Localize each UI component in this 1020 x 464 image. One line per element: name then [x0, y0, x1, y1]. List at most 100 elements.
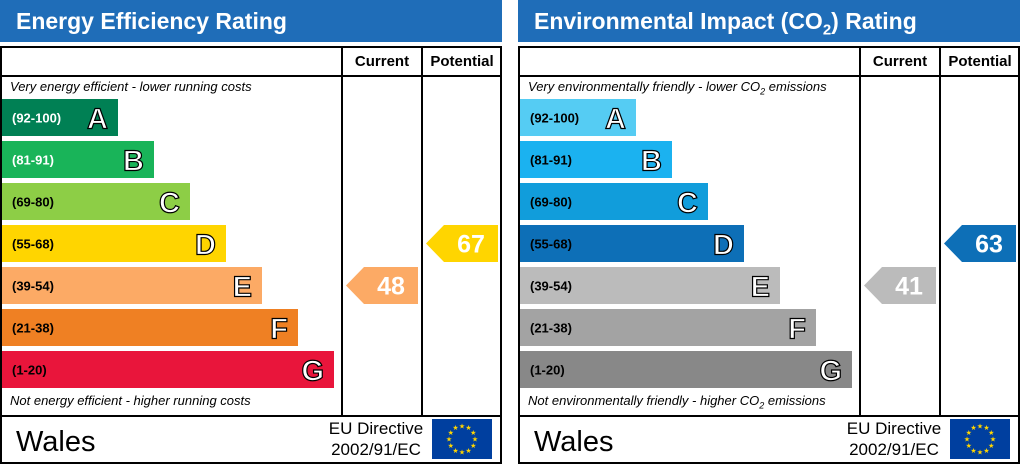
rating-band-g	[520, 351, 852, 388]
band-range-label: (21-38)	[530, 321, 572, 336]
region-label: Wales	[534, 426, 614, 458]
environmental-impact-panel: Environmental Impact (CO2) Rating (92-10…	[518, 0, 1020, 464]
band-letter-g: G	[301, 356, 324, 388]
eu-star-icon: ★	[977, 449, 983, 457]
rating-band-d	[2, 225, 226, 262]
band-letter-g: G	[819, 356, 842, 388]
band-letter-a: A	[605, 104, 626, 136]
rating-band-f	[520, 309, 816, 346]
energy-efficiency-panel: Energy Efficiency Rating (92-100) A (81-91…	[0, 0, 502, 464]
eu-star-icon: ★	[964, 436, 970, 444]
band-range-label: (69-80)	[12, 195, 54, 210]
eu-star-icon: ★	[990, 436, 996, 444]
band-range-label: (1-20)	[530, 363, 565, 378]
rating-band-e	[2, 267, 262, 304]
directive-line-2: 2002/91/EC	[849, 440, 939, 459]
chart-frame	[0, 46, 502, 464]
eu-star-icon: ★	[459, 423, 465, 431]
eu-star-icon: ★	[448, 429, 454, 437]
band-letter-f: F	[788, 314, 806, 346]
eu-star-icon: ★	[983, 424, 989, 432]
eu-star-icon: ★	[988, 429, 994, 437]
band-letter-e: E	[751, 272, 770, 304]
note-top: Very energy efficient - lower running co…	[10, 79, 252, 94]
current-rating-value: 41	[895, 273, 923, 301]
eu-star-icon: ★	[465, 447, 471, 455]
region-label: Wales	[16, 426, 96, 458]
potential-rating-arrow	[426, 225, 498, 262]
rating-band-a	[520, 99, 636, 136]
band-letter-f: F	[270, 314, 288, 346]
directive-line-2: 2002/91/EC	[331, 440, 421, 459]
eu-star-icon: ★	[465, 424, 471, 432]
eu-star-icon: ★	[983, 447, 989, 455]
rating-band-a	[2, 99, 118, 136]
eu-star-icon: ★	[470, 442, 476, 450]
rating-band-d	[520, 225, 744, 262]
eu-star-icon: ★	[448, 442, 454, 450]
band-range-label: (92-100)	[530, 111, 579, 126]
band-range-label: (55-68)	[530, 237, 572, 252]
chart-frame	[518, 46, 1020, 464]
eu-star-icon: ★	[459, 449, 465, 457]
band-range-label: (55-68)	[12, 237, 54, 252]
band-range-label: (81-91)	[12, 153, 54, 168]
eu-star-icon: ★	[977, 423, 983, 431]
current-column-header: Current	[872, 53, 928, 70]
note-top: Very environmentally friendly - lower CO…	[528, 79, 827, 97]
current-rating-value: 48	[377, 273, 405, 301]
band-range-label: (81-91)	[530, 153, 572, 168]
eu-star-icon: ★	[452, 447, 458, 455]
band-letter-c: C	[677, 188, 698, 220]
eu-flag-icon: ★ ★★★★★★★★★★★	[950, 419, 1010, 459]
band-range-label: (39-54)	[530, 279, 572, 294]
potential-column-header: Potential	[430, 53, 494, 70]
rating-band-f	[2, 309, 298, 346]
environmental-rating-chart: (92-100) A (81-91) B (69-80) C (55-68) D (39-54)…	[518, 46, 1020, 417]
band-range-label: (21-38)	[12, 321, 54, 336]
band-letter-e: E	[233, 272, 252, 304]
eu-directive: EU Directive 2002/91/EC	[322, 418, 430, 460]
eu-star-icon: ★	[446, 436, 452, 444]
eu-star-icon: ★	[472, 436, 478, 444]
energy-rating-chart: (92-100) A (81-91) B (69-80) C (55-68) D (39-54)…	[0, 46, 502, 417]
rating-band-c	[2, 183, 190, 220]
potential-rating-arrow	[944, 225, 1016, 262]
band-letter-b: B	[641, 146, 662, 178]
band-letter-a: A	[87, 104, 108, 136]
panel-title: Environmental Impact (CO2) Rating	[518, 0, 1020, 42]
rating-band-b	[2, 141, 154, 178]
current-column-header: Current	[354, 53, 410, 70]
eu-star-icon: ★	[970, 447, 976, 455]
eu-directive: EU Directive 2002/91/EC	[840, 418, 948, 460]
band-letter-c: C	[159, 188, 180, 220]
eu-star-icon: ★	[966, 429, 972, 437]
rating-band-g	[2, 351, 334, 388]
directive-line-1: EU Directive	[328, 419, 424, 438]
band-letter-d: D	[195, 230, 216, 262]
eu-flag-icon: ★ ★★★★★★★★★★★	[432, 419, 492, 459]
panel-title: Energy Efficiency Rating	[0, 0, 502, 42]
band-range-label: (69-80)	[530, 195, 572, 210]
band-range-label: (39-54)	[12, 279, 54, 294]
rating-band-c	[520, 183, 708, 220]
directive-line-1: EU Directive	[846, 419, 942, 438]
potential-rating-value: 63	[975, 231, 1003, 259]
band-letter-d: D	[713, 230, 734, 262]
band-letter-b: B	[123, 146, 144, 178]
rating-band-b	[520, 141, 672, 178]
eu-star-icon: ★	[470, 429, 476, 437]
potential-rating-value: 67	[457, 231, 485, 259]
eu-star-icon: ★	[452, 424, 458, 432]
note-bottom: Not energy efficient - higher running co…	[10, 393, 251, 408]
eu-star-icon: ★	[966, 442, 972, 450]
potential-column-header: Potential	[948, 53, 1012, 70]
band-range-label: (1-20)	[12, 363, 47, 378]
current-rating-arrow	[864, 267, 936, 304]
current-rating-arrow	[346, 267, 418, 304]
eu-star-icon: ★	[988, 442, 994, 450]
rating-band-e	[520, 267, 780, 304]
note-bottom: Not environmentally friendly - higher CO…	[528, 393, 826, 411]
eu-star-icon: ★	[970, 424, 976, 432]
band-range-label: (92-100)	[12, 111, 61, 126]
